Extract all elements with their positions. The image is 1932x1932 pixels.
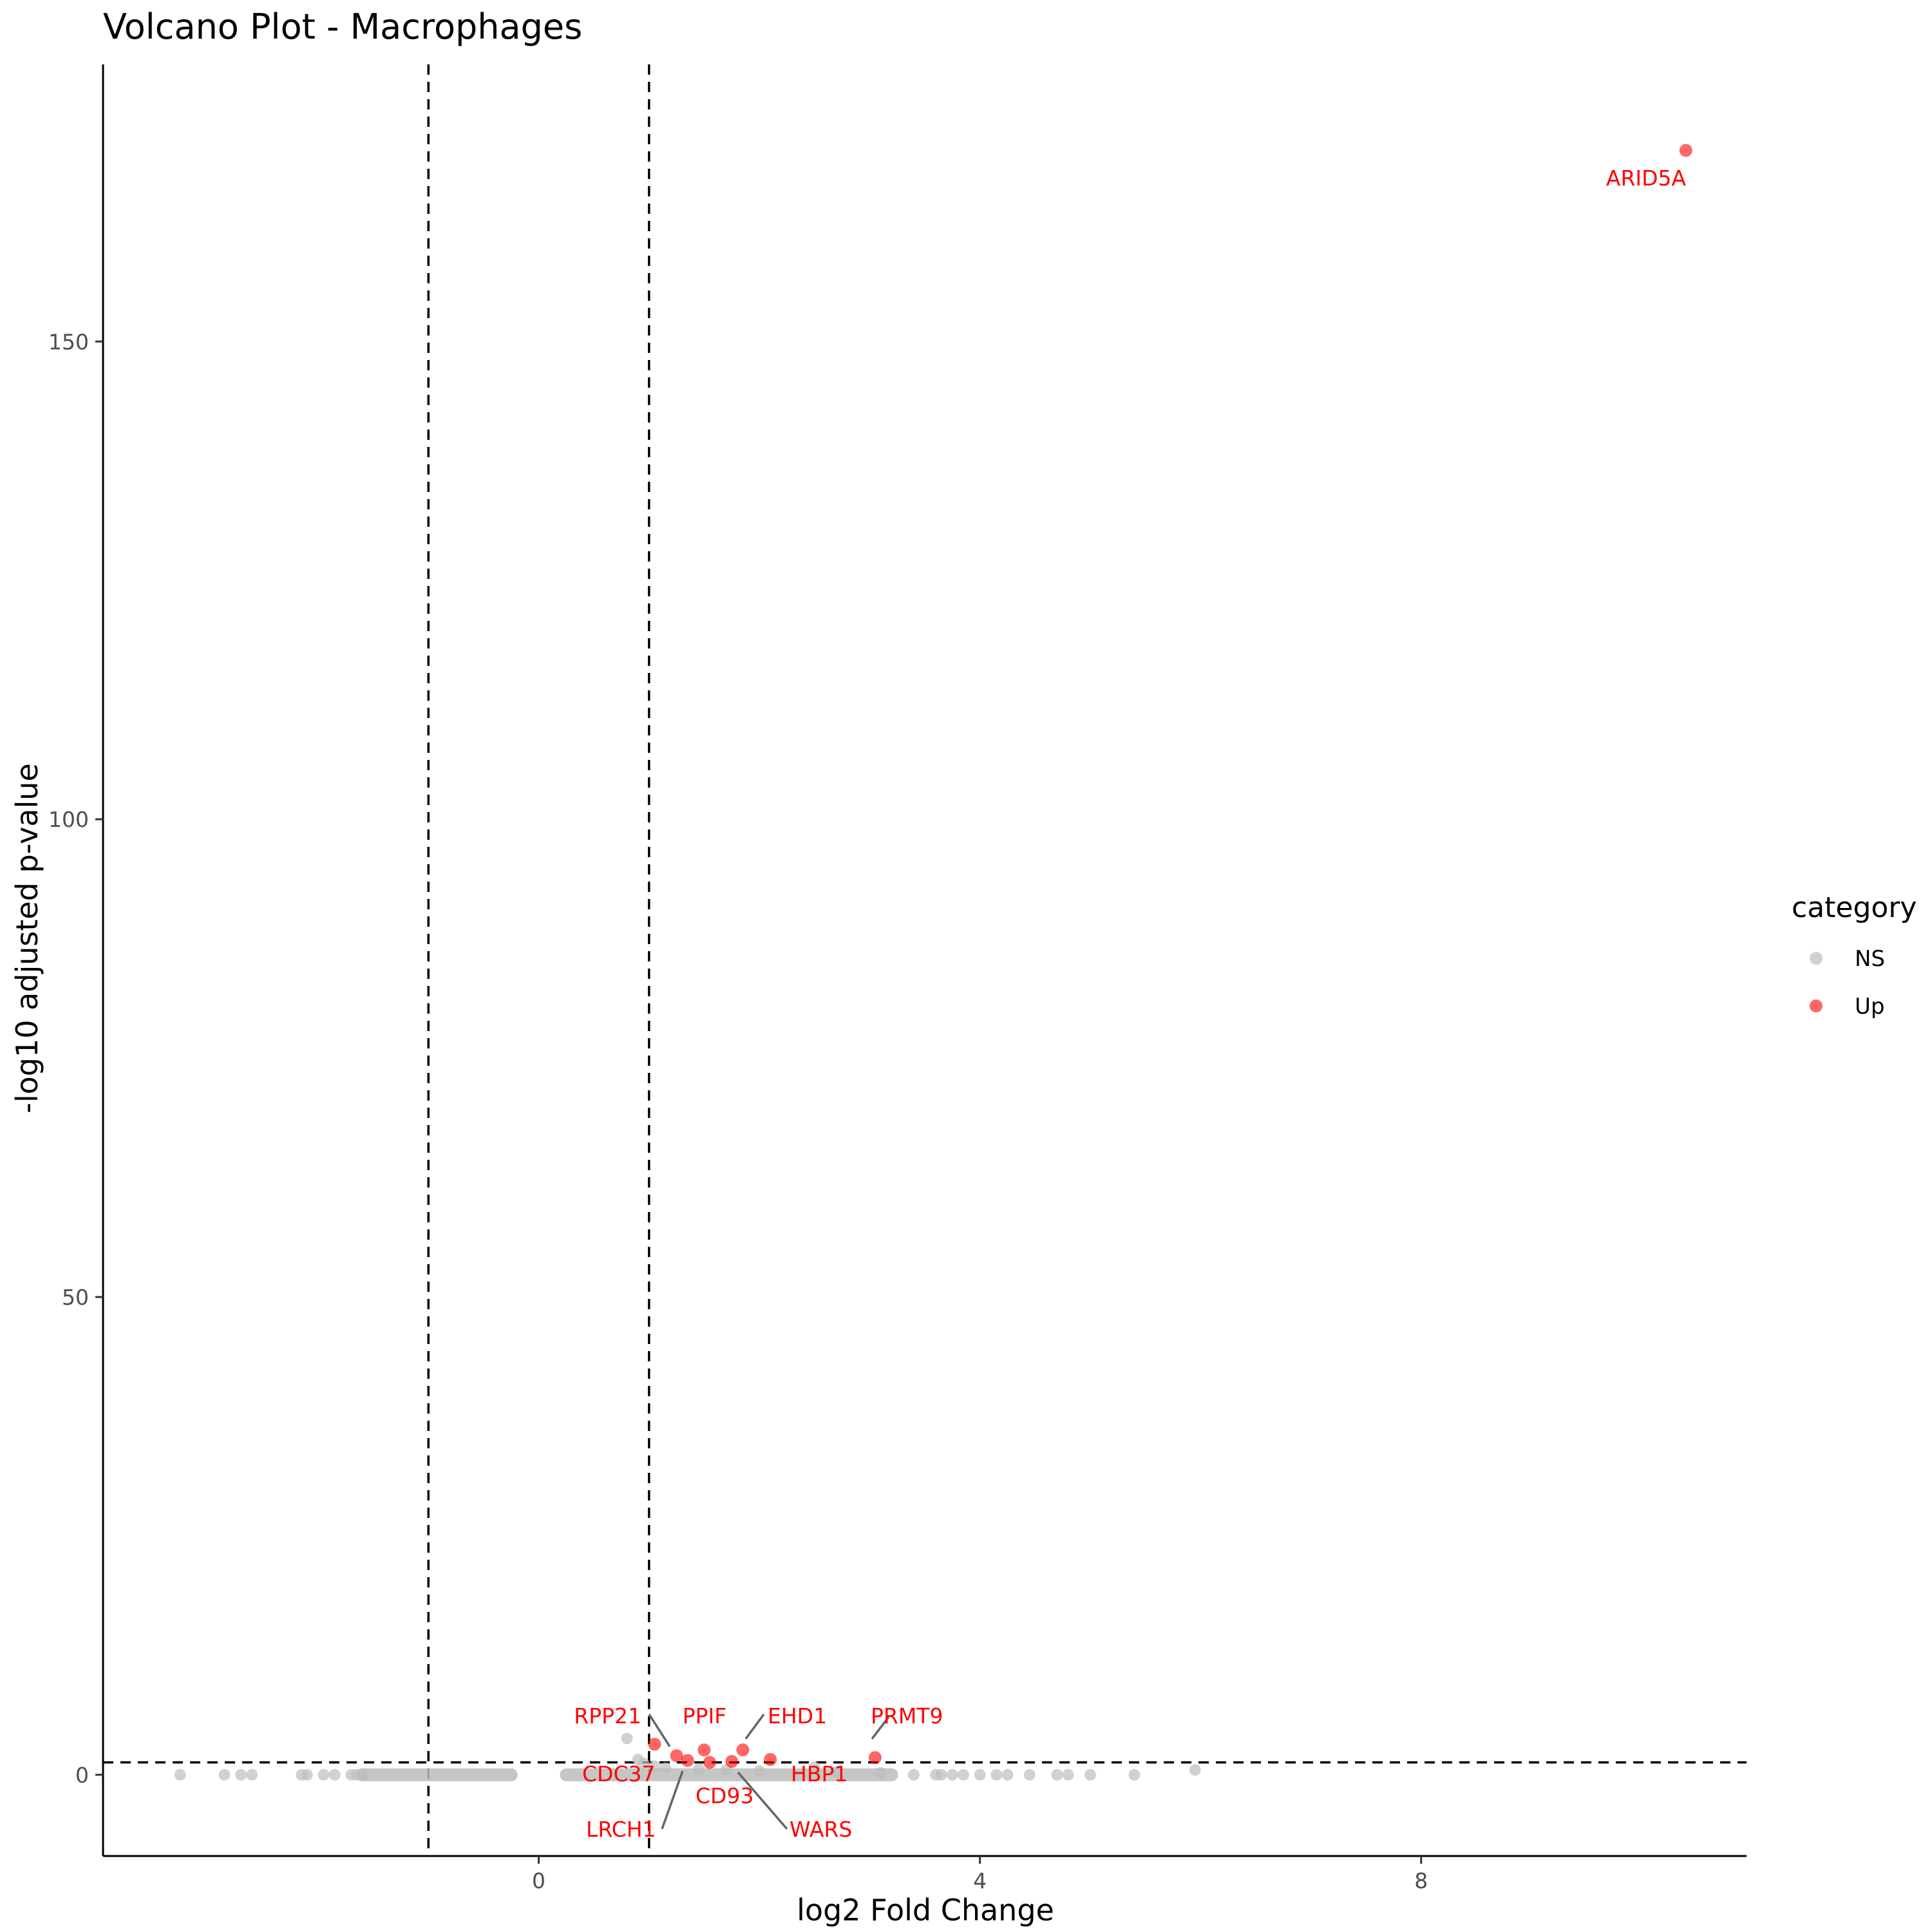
ns-point	[1023, 1768, 1036, 1781]
ns-point	[638, 1757, 650, 1770]
gene-label: ARID5A	[1606, 166, 1687, 191]
ns-point	[935, 1768, 947, 1781]
legend-label: Up	[1855, 994, 1884, 1019]
ns-point	[659, 1762, 672, 1774]
x-tick-label: 0	[532, 1868, 545, 1893]
up-point	[868, 1751, 882, 1765]
up-point	[648, 1738, 661, 1751]
label-leader-line	[744, 1713, 765, 1740]
gene-label: HBP1	[791, 1761, 848, 1786]
ns-point	[356, 1768, 368, 1781]
ns-point	[753, 1765, 766, 1777]
ns-point	[990, 1768, 1003, 1781]
up-points	[648, 144, 1692, 1769]
ns-point	[907, 1768, 920, 1781]
gene-label: WARS	[790, 1817, 852, 1842]
legend-entries: NS Up	[1810, 946, 1885, 1019]
ns-point	[1084, 1768, 1096, 1781]
ns-point	[1062, 1768, 1074, 1781]
y-axis-title: -log10 adjusted p-value	[10, 763, 44, 1113]
fold-change-threshold-lines	[427, 64, 650, 1856]
x-axis-title: log2 Fold Change	[797, 1893, 1054, 1927]
ns-point	[808, 1761, 820, 1774]
label-leader-line	[871, 1716, 890, 1740]
ns-point	[301, 1768, 313, 1781]
ns-point	[1001, 1768, 1014, 1781]
y-tick-label: 150	[48, 329, 89, 354]
gene-label: EHD1	[768, 1703, 827, 1728]
ns-point	[621, 1732, 633, 1745]
ns-point	[649, 1760, 661, 1772]
ns-point	[692, 1763, 705, 1775]
ns-point	[174, 1768, 186, 1781]
gene-label: PRMT9	[871, 1703, 943, 1728]
ns-point	[317, 1768, 330, 1781]
legend-key	[1810, 952, 1823, 965]
gene-labels: ARID5A RPP21 LRCH1 CDC37 PPIF CD93 WARS EHD1 HBP…	[574, 166, 1686, 1842]
ns-point	[1189, 1764, 1201, 1776]
ns-point	[218, 1768, 231, 1781]
ns-point	[235, 1768, 247, 1781]
up-point	[1679, 144, 1692, 157]
legend-label: NS	[1855, 946, 1885, 972]
ns-points	[174, 1732, 1201, 1781]
x-tick-label: 8	[1414, 1868, 1428, 1893]
up-point	[681, 1754, 694, 1767]
x-tick-label: 4	[973, 1868, 987, 1893]
ns-point	[946, 1768, 958, 1781]
ns-point	[974, 1768, 986, 1781]
y-tick-label: 0	[75, 1763, 89, 1788]
gene-label: CDC37	[582, 1761, 656, 1786]
ns-point	[328, 1768, 341, 1781]
gene-label: RPP21	[574, 1703, 641, 1728]
x-axis-ticks: 0 4 8	[532, 1856, 1428, 1893]
ns-point	[1051, 1768, 1063, 1781]
label-leader-line	[648, 1714, 671, 1747]
up-point	[736, 1743, 750, 1757]
label-leader-line	[737, 1771, 788, 1830]
legend-key	[1810, 999, 1823, 1012]
up-point	[670, 1749, 683, 1763]
chart-title: Volcano Plot - Macrophages	[103, 6, 582, 47]
up-point	[764, 1753, 777, 1766]
gene-label: LRCH1	[586, 1817, 656, 1842]
ns-point	[246, 1768, 258, 1781]
label-leader-lines	[648, 1713, 890, 1830]
up-point	[725, 1755, 739, 1768]
gene-label: CD93	[696, 1783, 753, 1808]
y-axis-ticks: 0 50 100 150	[48, 329, 103, 1788]
legend-title: category	[1792, 891, 1917, 924]
gene-label: PPIF	[683, 1703, 727, 1728]
y-tick-label: 50	[62, 1285, 89, 1310]
legend: category NS Up	[1792, 891, 1917, 1019]
y-tick-label: 100	[48, 807, 89, 832]
ns-point	[875, 1766, 887, 1779]
ns-point	[830, 1766, 842, 1778]
label-leader-line	[661, 1770, 684, 1830]
axes	[102, 64, 1747, 1857]
up-point	[703, 1756, 717, 1769]
ns-point	[1128, 1768, 1141, 1781]
ns-point	[957, 1768, 969, 1781]
up-point	[697, 1743, 711, 1757]
